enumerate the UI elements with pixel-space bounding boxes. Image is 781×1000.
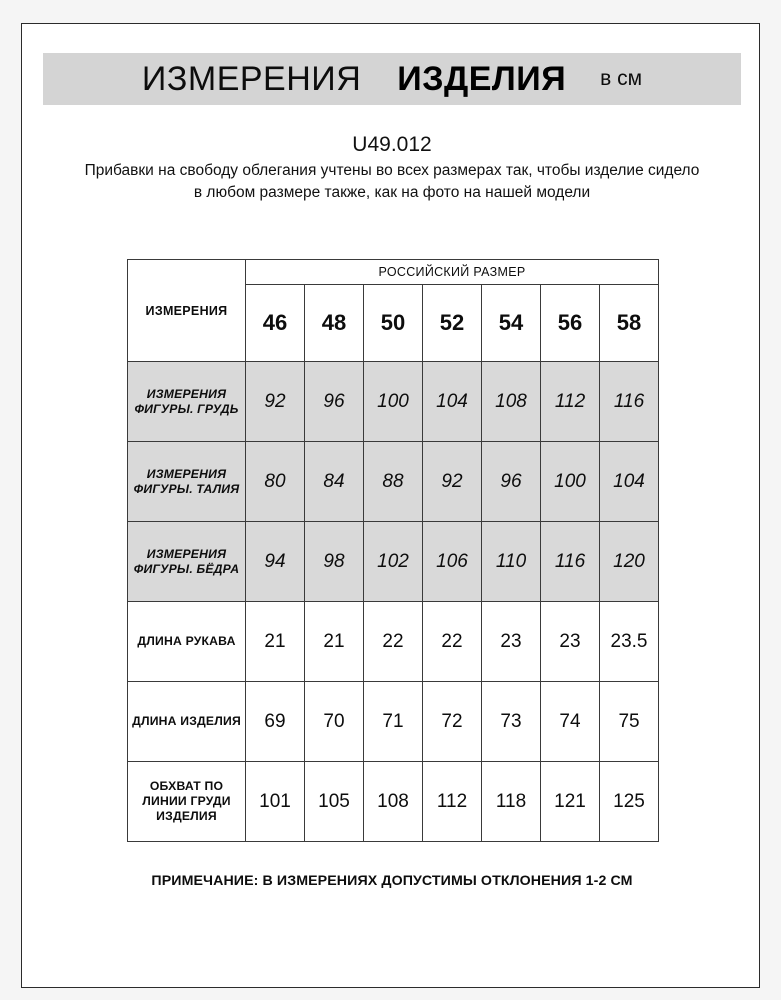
cell-r3-c5: 23 [540, 601, 600, 682]
header-size-46: 46 [245, 284, 305, 362]
header-size-54: 54 [481, 284, 541, 362]
header-size-48: 48 [304, 284, 364, 362]
cell-r1-c5: 100 [540, 441, 600, 522]
cell-r4-c0: 69 [245, 681, 305, 762]
cell-r0-c2: 100 [363, 361, 423, 442]
row-label: ДЛИНА РУКАВА [127, 601, 246, 682]
cell-r1-c6: 104 [598, 441, 660, 522]
table-row: ОБХВАТ ПО ЛИНИИ ГРУДИ ИЗДЕЛИЯ 101 105 108 11… [127, 761, 660, 842]
row-label: ИЗМЕРЕНИЯ ФИГУРЫ. ГРУДЬ [127, 361, 246, 442]
cell-r4-c4: 73 [481, 681, 541, 762]
cell-r2-c4: 110 [481, 521, 541, 602]
cell-r4-c1: 70 [304, 681, 364, 762]
row-label: ИЗМЕРЕНИЯ ФИГУРЫ. БЁДРА [127, 521, 246, 602]
fit-description: Прибавки на свободу облегания учтены во … [84, 162, 700, 201]
cell-r1-c2: 88 [363, 441, 423, 522]
row-label: ДЛИНА ИЗДЕЛИЯ [127, 681, 246, 762]
cell-r4-c6: 75 [598, 681, 660, 762]
header-band: ИЗМЕРЕНИЯ ИЗДЕЛИЯ в см [43, 53, 741, 105]
cell-r0-c6: 116 [598, 361, 660, 442]
subtitle-block: U49.012 Прибавки на свободу облегания уч… [82, 132, 702, 204]
cell-r1-c1: 84 [304, 441, 364, 522]
header-russian-size: РОССИЙСКИЙ РАЗМЕР [244, 259, 660, 285]
row-label: ИЗМЕРЕНИЯ ФИГУРЫ. ТАЛИЯ [127, 441, 246, 522]
product-code: U49.012 [352, 133, 432, 156]
cell-r0-c5: 112 [540, 361, 600, 442]
row-label: ОБХВАТ ПО ЛИНИИ ГРУДИ ИЗДЕЛИЯ [127, 761, 246, 842]
cell-r2-c3: 106 [422, 521, 482, 602]
cell-r1-c3: 92 [422, 441, 482, 522]
cell-r5-c0: 101 [245, 761, 305, 842]
cell-r3-c1: 21 [304, 601, 364, 682]
cell-r3-c3: 22 [422, 601, 482, 682]
header-size-56: 56 [540, 284, 600, 362]
cell-r5-c1: 105 [304, 761, 364, 842]
cell-r1-c0: 80 [245, 441, 305, 522]
unit-label: в см [600, 67, 643, 90]
header-size-58: 58 [598, 284, 660, 362]
cell-r1-c4: 96 [481, 441, 541, 522]
table-row: ИЗМЕРЕНИЯ ФИГУРЫ. ГРУДЬ 92 96 100 104 108 112 1… [127, 361, 660, 442]
cell-r0-c3: 104 [422, 361, 482, 442]
footnote: ПРИМЕЧАНИЕ: В ИЗМЕРЕНИЯХ ДОПУСТИМЫ ОТКЛО… [151, 873, 633, 889]
table-row: ИЗМЕРЕНИЯ ФИГУРЫ. БЁДРА 94 98 102 106 110 116 1… [127, 521, 660, 602]
cell-r5-c5: 121 [540, 761, 600, 842]
cell-r4-c3: 72 [422, 681, 482, 762]
cell-r5-c6: 125 [598, 761, 660, 842]
cell-r2-c5: 116 [540, 521, 600, 602]
header-corner-measurements: ИЗМЕРЕНИЯ [127, 259, 246, 362]
table-row: ИЗМЕРЕНИЯ ФИГУРЫ. ТАЛИЯ 80 84 88 92 96 100 104 [127, 441, 660, 522]
cell-r2-c1: 98 [304, 521, 364, 602]
table-row: ДЛИНА РУКАВА 21 21 22 22 23 23 23.5 [127, 601, 660, 682]
cell-r0-c0: 92 [245, 361, 305, 442]
cell-r2-c2: 102 [363, 521, 423, 602]
cell-r3-c0: 21 [245, 601, 305, 682]
cell-r4-c5: 74 [540, 681, 600, 762]
page-title-secondary: ИЗДЕЛИЯ [397, 59, 567, 98]
cell-r3-c4: 23 [481, 601, 541, 682]
header-size-50: 50 [363, 284, 423, 362]
cell-r5-c2: 108 [363, 761, 423, 842]
cell-r5-c3: 112 [422, 761, 482, 842]
page-title-primary: ИЗМЕРЕНИЯ [141, 59, 362, 98]
table-row: ДЛИНА ИЗДЕЛИЯ 69 70 71 72 73 74 75 [127, 681, 660, 762]
cell-r0-c4: 108 [481, 361, 541, 442]
size-chart-page: ИЗМЕРЕНИЯ ИЗДЕЛИЯ в см U49.012 Прибавки … [21, 23, 760, 988]
measurements-table-wrapper: ИЗМЕРЕНИЯ РОССИЙСКИЙ РАЗМЕР 46 48 50 52 54 56 58… [127, 259, 660, 842]
header-size-52: 52 [422, 284, 482, 362]
measurements-table: ИЗМЕРЕНИЯ РОССИЙСКИЙ РАЗМЕР 46 48 50 52 54 56 58… [127, 259, 660, 842]
cell-r3-c6: 23.5 [598, 601, 660, 682]
cell-r3-c2: 22 [363, 601, 423, 682]
cell-r2-c0: 94 [245, 521, 305, 602]
cell-r2-c6: 120 [598, 521, 660, 602]
cell-r0-c1: 96 [304, 361, 364, 442]
table-header-group-row: ИЗМЕРЕНИЯ РОССИЙСКИЙ РАЗМЕР [127, 259, 660, 362]
cell-r5-c4: 118 [481, 761, 541, 842]
cell-r4-c2: 71 [363, 681, 423, 762]
